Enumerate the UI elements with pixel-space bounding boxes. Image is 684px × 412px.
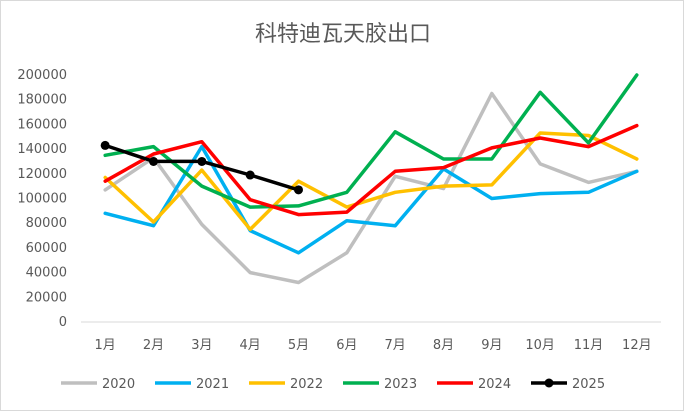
x-tick-label: 7月 [385, 338, 406, 353]
y-tick-label: 0 [59, 315, 67, 330]
x-axis-tick-labels: 1月 2月 3月 4月 5月 6月 7月 8月 9月 10月 11月 12月 [95, 338, 652, 353]
x-tick-label: 6月 [336, 338, 357, 353]
data-point-2025 [100, 140, 110, 150]
legend-label: 2024 [478, 377, 511, 392]
y-tick-label: 60000 [26, 241, 67, 256]
data-point-2025 [294, 185, 303, 195]
legend-label: 2021 [196, 377, 229, 392]
series-layer [100, 73, 639, 285]
legend-label: 2023 [384, 377, 417, 392]
series-line-2023 [103, 73, 639, 209]
x-tick-label: 3月 [191, 338, 212, 353]
x-tick-label: 12月 [622, 338, 652, 353]
y-tick-label: 200000 [17, 68, 67, 83]
y-tick-label: 120000 [17, 167, 67, 182]
x-tick-label: 1月 [95, 338, 116, 353]
data-point-2025 [197, 156, 207, 166]
x-tick-label: 4月 [240, 338, 261, 353]
x-tick-label: 11月 [574, 338, 604, 353]
x-tick-label: 2月 [143, 338, 164, 353]
y-tick-label: 100000 [17, 192, 67, 207]
legend-label: 2025 [572, 377, 605, 392]
data-point-2025 [149, 156, 158, 166]
x-tick-label: 10月 [525, 338, 555, 353]
x-tick-label: 8月 [433, 338, 454, 353]
legend-label: 2022 [290, 377, 323, 392]
y-tick-label: 180000 [17, 93, 67, 108]
legend: 2020 2021 2022 2023 2024 2025 [61, 377, 605, 392]
y-tick-label: 80000 [26, 216, 67, 231]
y-tick-label: 140000 [17, 142, 67, 157]
chart-title: 科特迪瓦天胶出口 [255, 22, 431, 47]
y-tick-label: 160000 [17, 117, 67, 132]
data-point-2025 [245, 170, 255, 180]
y-axis-tick-labels: 0 20000 40000 60000 80000 100000 120000 140000 1… [17, 68, 67, 330]
series-line-2024 [103, 123, 639, 217]
x-tick-label: 5月 [288, 338, 309, 353]
legend-marker-2025 [544, 378, 554, 388]
series-line-2020 [103, 91, 639, 285]
series-line-2025 [103, 143, 301, 192]
y-tick-label: 20000 [26, 290, 67, 305]
y-tick-label: 40000 [26, 266, 67, 281]
legend-label: 2020 [102, 377, 135, 392]
x-tick-label: 9月 [481, 338, 502, 353]
